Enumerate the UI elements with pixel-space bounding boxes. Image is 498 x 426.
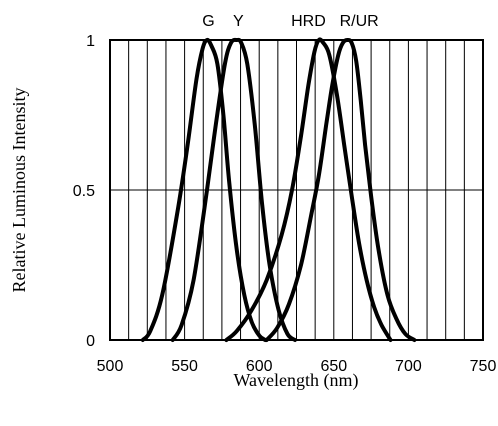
series-label: R/UR [340,13,379,30]
x-tick-label: 750 [470,358,497,375]
y-tick-label: 1 [86,33,95,50]
grid [110,40,483,340]
x-tick-label: 600 [246,358,273,375]
y-axis-title: Relative Luminous Intensity [9,88,29,293]
series-label: Y [233,13,244,30]
tick-labels: 500 550 600 650 700 750 0 0.5 1 [73,33,497,375]
series-label: HRD [291,13,326,30]
x-tick-label: 650 [320,358,347,375]
y-tick-label: 0 [86,333,95,350]
series-line-1 [140,37,268,342]
y-tick-label: 0.5 [73,183,95,200]
series-labels: G Y HRD R/UR [202,13,378,30]
series-label: G [202,13,214,30]
x-tick-label: 550 [171,358,198,375]
plot-frame [109,39,484,341]
x-tick-label: 700 [395,358,422,375]
x-tick-label: 500 [97,358,124,375]
x-axis-title: Wavelength (nm) [233,370,358,391]
